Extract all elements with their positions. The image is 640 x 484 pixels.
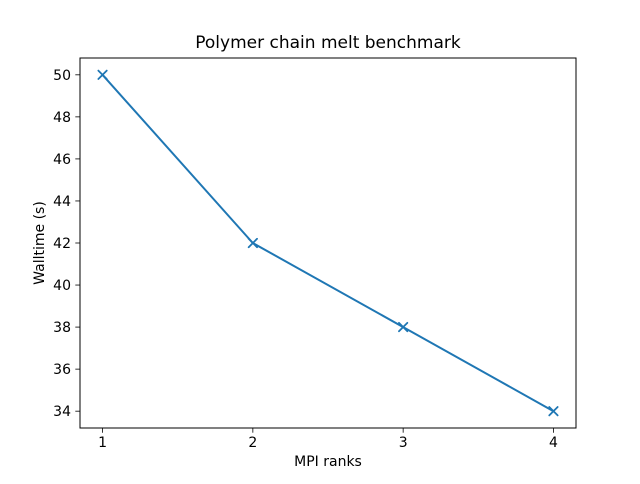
y-axis-label: Walltime (s): [32, 201, 48, 285]
y-tick-label: 44: [53, 194, 71, 210]
data-marker: [548, 406, 559, 417]
x-tick-label: 3: [399, 435, 408, 451]
y-tick-label: 34: [53, 404, 71, 420]
y-tick-label: 46: [53, 152, 71, 168]
chart-title: Polymer chain melt benchmark: [195, 33, 461, 53]
x-tick-label: 2: [248, 435, 257, 451]
y-tick-label: 42: [53, 236, 71, 252]
data-marker: [97, 69, 108, 80]
x-axis-label: MPI ranks: [294, 454, 362, 470]
axes-frame: [79, 57, 577, 429]
data-line: [101, 73, 555, 413]
y-tick-label: 36: [53, 362, 71, 378]
x-tick-label: 1: [98, 435, 107, 451]
data-marker: [247, 237, 258, 249]
x-tick-label: 4: [549, 435, 558, 451]
y-tick-label: 40: [53, 278, 71, 294]
y-tick-label: 50: [53, 68, 71, 84]
data-marker: [398, 321, 409, 333]
y-tick-label: 48: [53, 110, 71, 126]
y-tick-label: 38: [53, 320, 71, 336]
